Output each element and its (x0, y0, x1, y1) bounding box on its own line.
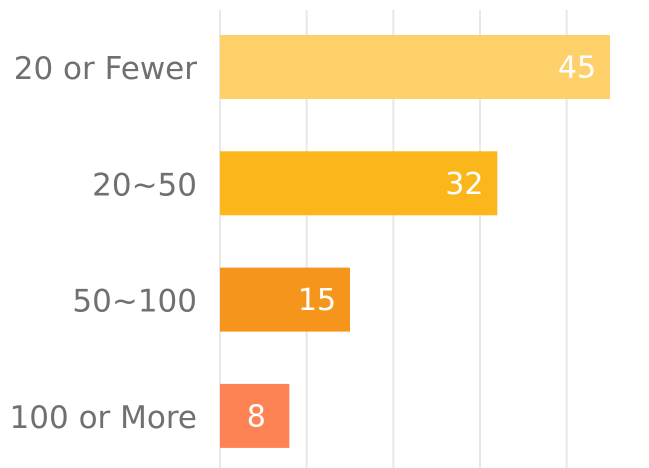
value-label: 8 (247, 399, 266, 434)
bar (220, 151, 498, 216)
bar (220, 35, 610, 99)
value-label: 15 (298, 283, 336, 318)
value-label: 45 (558, 51, 596, 86)
bar (220, 383, 290, 448)
y-tick-label: 20~50 (92, 167, 197, 203)
bar (220, 267, 350, 332)
y-tick-label: 100 or More (10, 400, 197, 436)
value-label: 32 (445, 167, 483, 202)
y-tick-label: 50~100 (72, 284, 197, 320)
y-tick-label: 20 or Fewer (14, 51, 198, 87)
